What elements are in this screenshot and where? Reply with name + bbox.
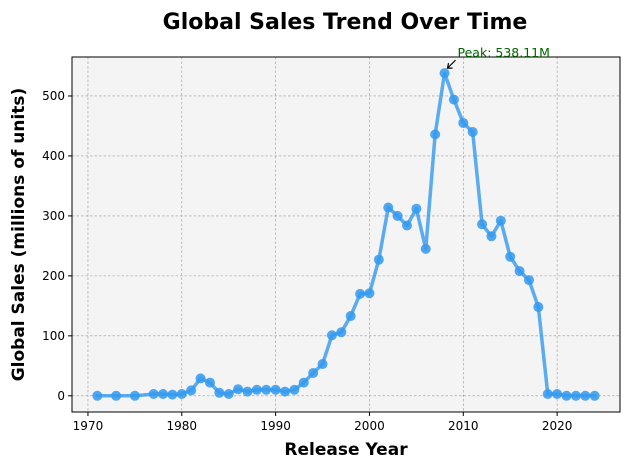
data-point: [204, 377, 215, 388]
y-tick-label: 200: [42, 269, 65, 283]
data-point: [495, 215, 506, 226]
y-tick-label: 100: [42, 329, 65, 343]
data-point: [467, 126, 478, 137]
data-point: [176, 389, 187, 400]
chart-title: Global Sales Trend Over Time: [163, 10, 528, 35]
data-point: [542, 389, 553, 400]
data-point: [186, 385, 197, 396]
data-point: [336, 327, 347, 338]
data-point: [242, 386, 253, 397]
x-tick-label: 1970: [73, 419, 104, 433]
data-point: [477, 219, 488, 230]
data-point: [223, 389, 234, 400]
data-point: [111, 390, 122, 401]
data-point: [148, 389, 159, 400]
data-point: [270, 384, 281, 395]
data-point: [251, 384, 262, 395]
peak-annotation-arrowhead: [446, 63, 453, 69]
data-point: [195, 373, 206, 384]
x-axis-label: Release Year: [284, 440, 408, 460]
data-point: [392, 210, 403, 221]
data-point: [345, 311, 356, 322]
plot-area: [72, 57, 620, 412]
data-point: [458, 117, 469, 128]
peak-annotation-label: Peak: 538.11M: [458, 45, 550, 60]
data-point: [570, 390, 581, 401]
data-point: [589, 390, 600, 401]
y-tick-label: 300: [42, 209, 65, 223]
data-point: [355, 288, 366, 299]
x-tick-label: 1980: [167, 419, 198, 433]
data-point: [326, 330, 337, 341]
data-point: [523, 275, 534, 286]
data-point: [167, 389, 178, 400]
data-point: [401, 220, 412, 231]
x-tick-label: 2020: [542, 419, 573, 433]
data-point: [505, 251, 516, 262]
series-group: [92, 68, 600, 401]
data-point: [308, 368, 319, 379]
y-axis-label: Global Sales (millions of units): [9, 88, 29, 382]
data-point: [580, 390, 591, 401]
x-tick-label: 2000: [354, 419, 385, 433]
annotation-group: Peak: 538.11M: [446, 45, 550, 69]
data-point: [158, 389, 169, 400]
x-tick-label: 1990: [260, 419, 291, 433]
data-point: [430, 129, 441, 140]
x-tick-label: 2010: [448, 419, 479, 433]
data-point: [289, 384, 300, 395]
data-point: [373, 254, 384, 265]
data-point: [317, 359, 328, 370]
data-point: [486, 231, 497, 242]
axes: [71, 56, 621, 413]
data-point: [420, 243, 431, 254]
data-point: [411, 203, 422, 214]
data-point: [552, 389, 563, 400]
data-point: [533, 302, 544, 313]
y-tick-label: 0: [57, 389, 65, 403]
data-point: [280, 386, 291, 397]
data-point: [214, 387, 225, 398]
y-tick-label: 500: [42, 89, 65, 103]
ticks: 1970 1980 1990 2000 2010 2020 0 100 200 300 400 500: [42, 89, 572, 433]
data-point: [298, 377, 309, 388]
data-point: [233, 384, 244, 395]
y-tick-label: 400: [42, 149, 65, 163]
axes-frame: [71, 56, 621, 413]
data-point: [561, 390, 572, 401]
data-point: [261, 384, 272, 395]
data-point: [514, 266, 525, 277]
data-point: [129, 390, 140, 401]
data-point: [92, 390, 103, 401]
data-point: [364, 288, 375, 299]
data-point: [448, 94, 459, 105]
data-point: [439, 68, 450, 79]
data-point: [383, 202, 394, 213]
peak-annotation-arrow: [447, 59, 456, 69]
